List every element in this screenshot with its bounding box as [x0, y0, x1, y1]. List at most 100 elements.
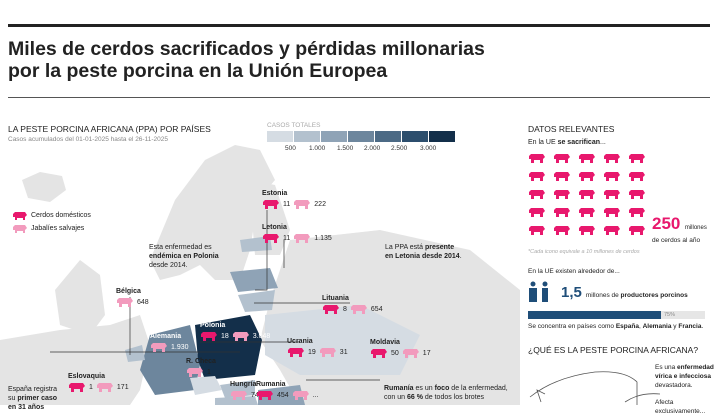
datos-intro: En la UE se sacrifican...	[528, 139, 606, 146]
boar-icon	[350, 305, 367, 314]
pig-icon	[629, 208, 645, 217]
scale-bin	[267, 131, 293, 142]
germany	[140, 325, 200, 395]
pig-icon	[604, 154, 620, 163]
scale-tick: 2.000	[364, 145, 381, 152]
que-es-text: Es una enfermedad vírica e infecciosa deva…	[655, 363, 720, 416]
scale-bar	[267, 131, 457, 142]
que-es-heading: ¿QUÉ ES LA PESTE PORCINA AFRICANA?	[528, 345, 699, 355]
pig-icon	[554, 154, 570, 163]
country-name: Alemania	[150, 333, 182, 340]
scale-bin	[375, 131, 401, 142]
note-text: con un	[384, 394, 407, 401]
scale-bin	[348, 131, 374, 142]
pig-icon	[579, 154, 595, 163]
country-label-moldavia: Moldavia 50 17	[370, 339, 431, 358]
country-counts: 11 1.135	[262, 233, 332, 243]
wild-count: 648	[137, 298, 149, 306]
note-text: es un	[413, 385, 435, 392]
note-text: primer caso	[17, 395, 58, 402]
map-legend: Cerdos domésticos Jabalíes salvajes	[12, 211, 91, 233]
hungary	[215, 396, 258, 405]
country-name: Estonia	[262, 190, 288, 197]
country-label-lituania: Lituania 8 654	[322, 295, 383, 314]
note-line: endémica en Polonia	[149, 253, 219, 260]
finland	[250, 180, 290, 255]
pig-icon	[604, 190, 620, 199]
pig-icon	[579, 226, 595, 235]
text: millones de	[585, 292, 621, 299]
domestic-count: 11	[283, 234, 291, 242]
pig-icon	[288, 348, 304, 357]
top-rule	[8, 24, 710, 27]
country-name: R. Checa	[186, 358, 216, 365]
pig-icon	[13, 212, 27, 220]
pig-icon	[554, 190, 570, 199]
note-text: La PPA está	[385, 244, 425, 251]
producers-stat: 1,5 millones de productores porcinos	[561, 284, 688, 301]
text: ...	[600, 139, 606, 146]
wild-count: 1.135	[314, 234, 332, 242]
divider	[8, 97, 710, 98]
country-name: Polonia	[200, 322, 226, 329]
note-line: Esta enfermedad es	[149, 244, 212, 251]
country-counts: 648	[116, 297, 149, 307]
boar-icon	[231, 391, 247, 400]
scale-bin	[402, 131, 428, 142]
boar-icon	[292, 391, 309, 400]
note-line: España registra	[8, 386, 58, 393]
boar-icon	[402, 349, 419, 358]
pig-icon-grid	[528, 153, 650, 237]
pig-icon	[371, 349, 387, 358]
iceland	[22, 172, 66, 202]
country-name: Bélgica	[116, 288, 141, 295]
note-letonia: La PPA está presente en Letonia desde 201…	[385, 243, 462, 261]
country-name: Moldavia	[370, 339, 400, 346]
text: Francia	[678, 323, 702, 330]
boar-icon	[294, 200, 311, 209]
boar-icon	[187, 368, 203, 377]
domestic-count: 50	[391, 349, 399, 357]
romania	[258, 385, 305, 405]
big-unit: millones	[684, 225, 707, 231]
scale-tick: 3.000	[420, 145, 437, 152]
uk	[55, 260, 105, 335]
country-counts: 1	[186, 367, 216, 377]
country-label-eslovaquia: Eslovaquia 1 171	[68, 373, 129, 392]
wild-count: 31	[339, 348, 348, 356]
country-counts: 50 17	[370, 348, 431, 358]
text: En la UE	[528, 139, 558, 146]
country-counts: 1.930	[150, 342, 189, 352]
wild-count: ...	[312, 391, 319, 399]
note-text: de la enfermedad,	[449, 385, 508, 392]
pig-icon	[579, 172, 595, 181]
pig-icon	[323, 305, 339, 314]
country-name: Rumania	[256, 381, 286, 388]
text: vírica e infecciosa	[655, 373, 712, 380]
scale-tick: 2.500	[391, 145, 408, 152]
wild-count: 3.048	[252, 332, 271, 340]
domestic-count: 8	[343, 305, 347, 313]
country-label-hungra: Hungría 745	[230, 381, 263, 400]
pig-icon	[629, 154, 645, 163]
progress-bar	[528, 311, 705, 319]
scale-bin	[429, 131, 455, 142]
title-line-2: por la peste porcina en la Unión Europea	[8, 60, 388, 82]
boar-icon	[96, 383, 113, 392]
footnote: *Cada icono equivale a 10 millones de ce…	[528, 249, 640, 255]
legend-label: Cerdos domésticos	[31, 212, 91, 219]
czechia	[190, 376, 222, 395]
country-counts: 19 31	[287, 347, 348, 357]
country-counts: 745	[230, 390, 263, 400]
text: enfermedad	[677, 364, 714, 371]
progress-label: 75%	[664, 312, 676, 318]
pig-icon	[529, 190, 545, 199]
pig-icon	[629, 190, 645, 199]
ucrania-shape	[265, 305, 420, 375]
domestic-count: 11	[283, 200, 291, 208]
pig-icon	[579, 208, 595, 217]
note-text: de todos los brotes	[422, 394, 485, 401]
poland	[195, 315, 262, 380]
country-name: Letonia	[262, 224, 287, 231]
country-label-polonia: Polonia 18 3.048	[200, 322, 270, 341]
